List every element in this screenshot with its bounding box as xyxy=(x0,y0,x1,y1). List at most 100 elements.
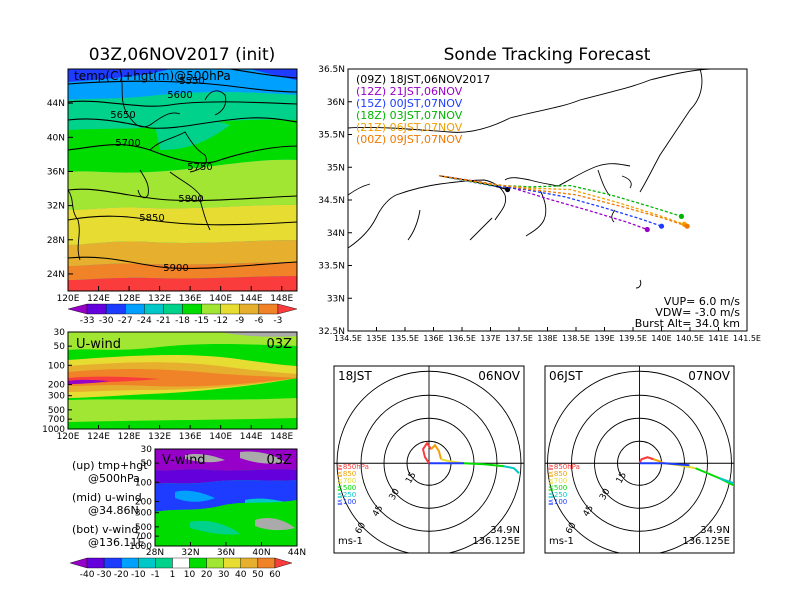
p-tick-label: 100 xyxy=(48,361,65,371)
contour-label: 5550 xyxy=(179,76,204,87)
hodograph-level: ≦100 xyxy=(548,498,567,506)
u-wind-label: U-wind xyxy=(76,337,121,352)
hodograph-trace xyxy=(421,441,432,464)
p-tick-label: 300 xyxy=(135,509,152,519)
lat-tick-label: 36N xyxy=(217,548,235,558)
colorbar-label: -3 xyxy=(273,316,282,326)
contour-label: 5900 xyxy=(163,263,188,274)
lat-tick-label: 32N xyxy=(181,548,199,558)
p-tick-label: 50 xyxy=(141,459,153,469)
hodograph-level: ≦250 xyxy=(337,491,356,499)
lon-tick-label: 136E xyxy=(179,294,202,304)
lon-tick-label: 132E xyxy=(148,432,171,442)
lon-tick-label: 134.5E xyxy=(334,334,362,343)
hodograph-trace xyxy=(638,456,654,464)
colorbar-label: -24 xyxy=(137,316,152,326)
lon-tick-label: 148E xyxy=(270,432,293,442)
lat-tick-label: 40N xyxy=(47,133,65,143)
colorbar-label: 20 xyxy=(201,570,213,580)
hodograph-time: 18JST xyxy=(338,369,372,383)
colorbar-label: -33 xyxy=(80,316,95,326)
legend-entry: (12Z) 21JST,06NOV xyxy=(356,85,463,98)
hodograph-level: ≦100 xyxy=(337,498,356,506)
p-tick-label: 30 xyxy=(54,328,66,338)
u-wind-time: 03Z xyxy=(267,337,293,352)
track-info: Burst Alt= 34.0 km xyxy=(635,317,740,330)
lon-tick-label: 140E xyxy=(651,334,671,343)
map-label: temp(C)+hgt(m)@500hPa xyxy=(74,69,231,83)
lat-tick-label: 40N xyxy=(252,548,270,558)
legend-entry: (18Z) 03JST,07NOV xyxy=(356,109,463,122)
colorbar-label: 50 xyxy=(252,570,264,580)
lat-tick-label: 28N xyxy=(146,548,164,558)
p-tick-label: 100 xyxy=(135,478,152,488)
p-tick-label: 700 xyxy=(135,532,152,542)
lat-tick-label: 34.5N xyxy=(318,196,345,206)
p-tick-label: 200 xyxy=(48,380,65,390)
colorbar-swatch xyxy=(172,557,190,569)
track-end-point xyxy=(684,223,690,229)
track-line xyxy=(439,175,688,227)
hodograph-date: 06NOV xyxy=(478,369,520,383)
legend-up-line1: (up) tmp+hgt xyxy=(72,459,148,472)
p-tick-label: 50 xyxy=(54,342,66,352)
colorbar-swatch xyxy=(239,303,260,315)
panel-legend: (up) tmp+hgt @500hPa (mid) u-wind @34.86… xyxy=(72,459,148,549)
hodograph-trace xyxy=(503,465,520,474)
lon-tick-label: 148E xyxy=(270,294,293,304)
colorbar-swatch xyxy=(86,557,105,569)
colorbar-swatch xyxy=(240,557,259,569)
colorbar-swatch xyxy=(189,557,207,569)
lon-tick-label: 124E xyxy=(87,432,110,442)
colorbar-label: 1 xyxy=(170,570,176,580)
lon-tick-label: 136E xyxy=(179,432,202,442)
contour-label: 5650 xyxy=(110,110,135,121)
ring-label: 15 xyxy=(404,471,418,486)
lon-tick-label: 124E xyxy=(87,294,110,304)
legend-entry: (21Z) 06JST,07NOV xyxy=(356,121,463,134)
lat-tick-label: 33.5N xyxy=(318,262,345,272)
hodograph-level: ≧850hPa xyxy=(548,463,580,471)
hodograph-date: 07NOV xyxy=(688,369,730,383)
colorbar-swatch xyxy=(182,303,202,315)
colorbar-swatch xyxy=(258,303,279,315)
colorbar-swatch xyxy=(138,557,156,569)
p-tick-label: 300 xyxy=(48,392,65,402)
contour-label: 5850 xyxy=(139,213,164,224)
colorbar-swatch xyxy=(121,557,139,569)
track-info: VUP= 6.0 m/s xyxy=(664,295,740,308)
hodograph-trace xyxy=(639,462,690,467)
v-wind-label: V-wind xyxy=(162,453,206,468)
hodograph-level: ≦700 xyxy=(548,477,567,485)
colorbar-label: 30 xyxy=(218,570,230,580)
colorbar-label: -30 xyxy=(97,570,112,580)
hodograph-unit: ms-1 xyxy=(338,536,363,547)
lat-tick-label: 44N xyxy=(288,548,306,558)
colorbar-swatch xyxy=(155,557,173,569)
colorbar-swatch xyxy=(125,303,145,315)
hodograph-trace xyxy=(695,467,734,487)
lon-tick-label: 137E xyxy=(480,334,500,343)
colorbar-label: -30 xyxy=(99,316,114,326)
hodograph-lon: 136.125E xyxy=(472,536,520,547)
lat-tick-label: 33N xyxy=(327,294,345,304)
left-title: 03Z,06NOV2017 (init) xyxy=(89,45,276,65)
legend-mid-line1: (mid) u-wind xyxy=(72,491,142,504)
lon-tick-label: 140.5E xyxy=(676,334,704,343)
lat-tick-label: 28N xyxy=(47,236,65,246)
hodograph-time: 06JST xyxy=(549,369,583,383)
track-line xyxy=(439,175,662,227)
hodograph-trace xyxy=(463,462,505,468)
lon-tick-label: 135E xyxy=(366,334,386,343)
ring-label: 15 xyxy=(615,471,629,486)
hodograph-level: ≦850 xyxy=(548,470,567,478)
lat-tick-label: 44N xyxy=(47,99,65,109)
legend-mid-line2: @34.86N xyxy=(88,504,139,517)
hodograph-level: ≦500 xyxy=(548,484,567,492)
legend-up-line2: @500hPa xyxy=(88,472,140,485)
colorbar-swatch xyxy=(144,303,164,315)
colorbar-swatch xyxy=(277,303,298,315)
hodograph-level: ≦250 xyxy=(548,491,567,499)
